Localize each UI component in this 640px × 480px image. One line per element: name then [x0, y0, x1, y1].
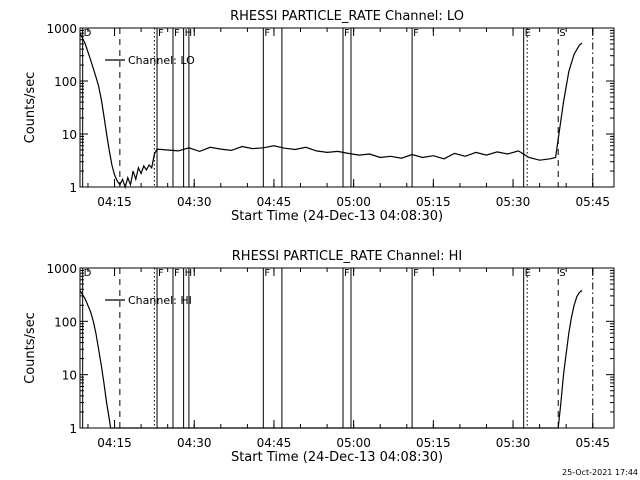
x-tick-label: 05:45 — [575, 436, 610, 450]
x-tick-label: 04:45 — [257, 436, 292, 450]
x-tick-label: 04:15 — [97, 195, 132, 209]
legend-label: Channel: LO — [128, 54, 195, 67]
event-line-label: E — [525, 28, 531, 39]
y-axis-label: Counts/sec — [23, 72, 38, 144]
y-tick-label: 100 — [54, 75, 77, 89]
x-tick-label: 04:30 — [177, 436, 212, 450]
y-tick-label: 1 — [69, 181, 77, 195]
y-tick-label: 100 — [54, 315, 77, 329]
x-axis-label: Start Time (24-Dec-13 04:08:30) — [231, 450, 443, 465]
event-line-label: F — [174, 268, 180, 279]
series-line — [79, 32, 583, 189]
event-line-label: F — [174, 28, 180, 39]
legend-label: Channel: HI — [128, 294, 192, 307]
event-line-label: F — [158, 28, 164, 39]
chart-panel-hi: RHESSI PARTICLE_RATE Channel: HI 1 10 100 10… — [23, 249, 615, 465]
y-tick-label: 10 — [62, 369, 77, 383]
y-tick-label: 1 — [69, 422, 77, 436]
event-line-label: E — [525, 268, 531, 279]
event-line-label: D — [84, 268, 92, 279]
y-axis-label: Counts/sec — [23, 312, 38, 384]
x-tick-label: 05:15 — [416, 195, 451, 209]
event-line-label: F — [158, 268, 164, 279]
x-tick-label: 05:00 — [336, 195, 371, 209]
x-tick-label: 05:45 — [575, 195, 610, 209]
event-line-label: S — [559, 268, 565, 279]
x-tick-label: 04:30 — [177, 195, 212, 209]
event-line-label: F — [264, 268, 270, 279]
chart-title: RHESSI PARTICLE_RATE Channel: HI — [232, 249, 462, 264]
footer-timestamp: 25-Oct-2021 17:44 — [562, 468, 638, 477]
event-line-label: F — [344, 28, 350, 39]
x-tick-label: 04:45 — [257, 195, 292, 209]
event-line-label: H — [185, 28, 193, 39]
event-line-label: F — [413, 28, 419, 39]
chart-title: RHESSI PARTICLE_RATE Channel: LO — [230, 9, 464, 24]
event-line-label: S — [559, 28, 565, 39]
x-tick-label: 05:30 — [496, 195, 531, 209]
series-line — [79, 289, 583, 429]
x-tick-label: 05:30 — [496, 436, 531, 450]
y-tick-label: 1000 — [46, 262, 77, 276]
y-tick-label: 10 — [62, 128, 77, 142]
chart-panel-lo: RHESSI PARTICLE_RATE Channel: LO 1 10 100 10… — [23, 9, 615, 224]
event-line-label: D — [84, 28, 92, 39]
event-line-label: H — [185, 268, 193, 279]
event-line-label: F — [413, 268, 419, 279]
event-line-label: F — [264, 28, 270, 39]
x-tick-label: 05:00 — [336, 436, 371, 450]
x-tick-label: 04:15 — [97, 436, 132, 450]
plot-frame — [79, 27, 615, 188]
event-line-label: F — [344, 268, 350, 279]
x-axis-label: Start Time (24-Dec-13 04:08:30) — [231, 209, 443, 224]
x-tick-label: 05:15 — [416, 436, 451, 450]
plot-frame — [79, 267, 615, 429]
y-tick-label: 1000 — [46, 22, 77, 36]
